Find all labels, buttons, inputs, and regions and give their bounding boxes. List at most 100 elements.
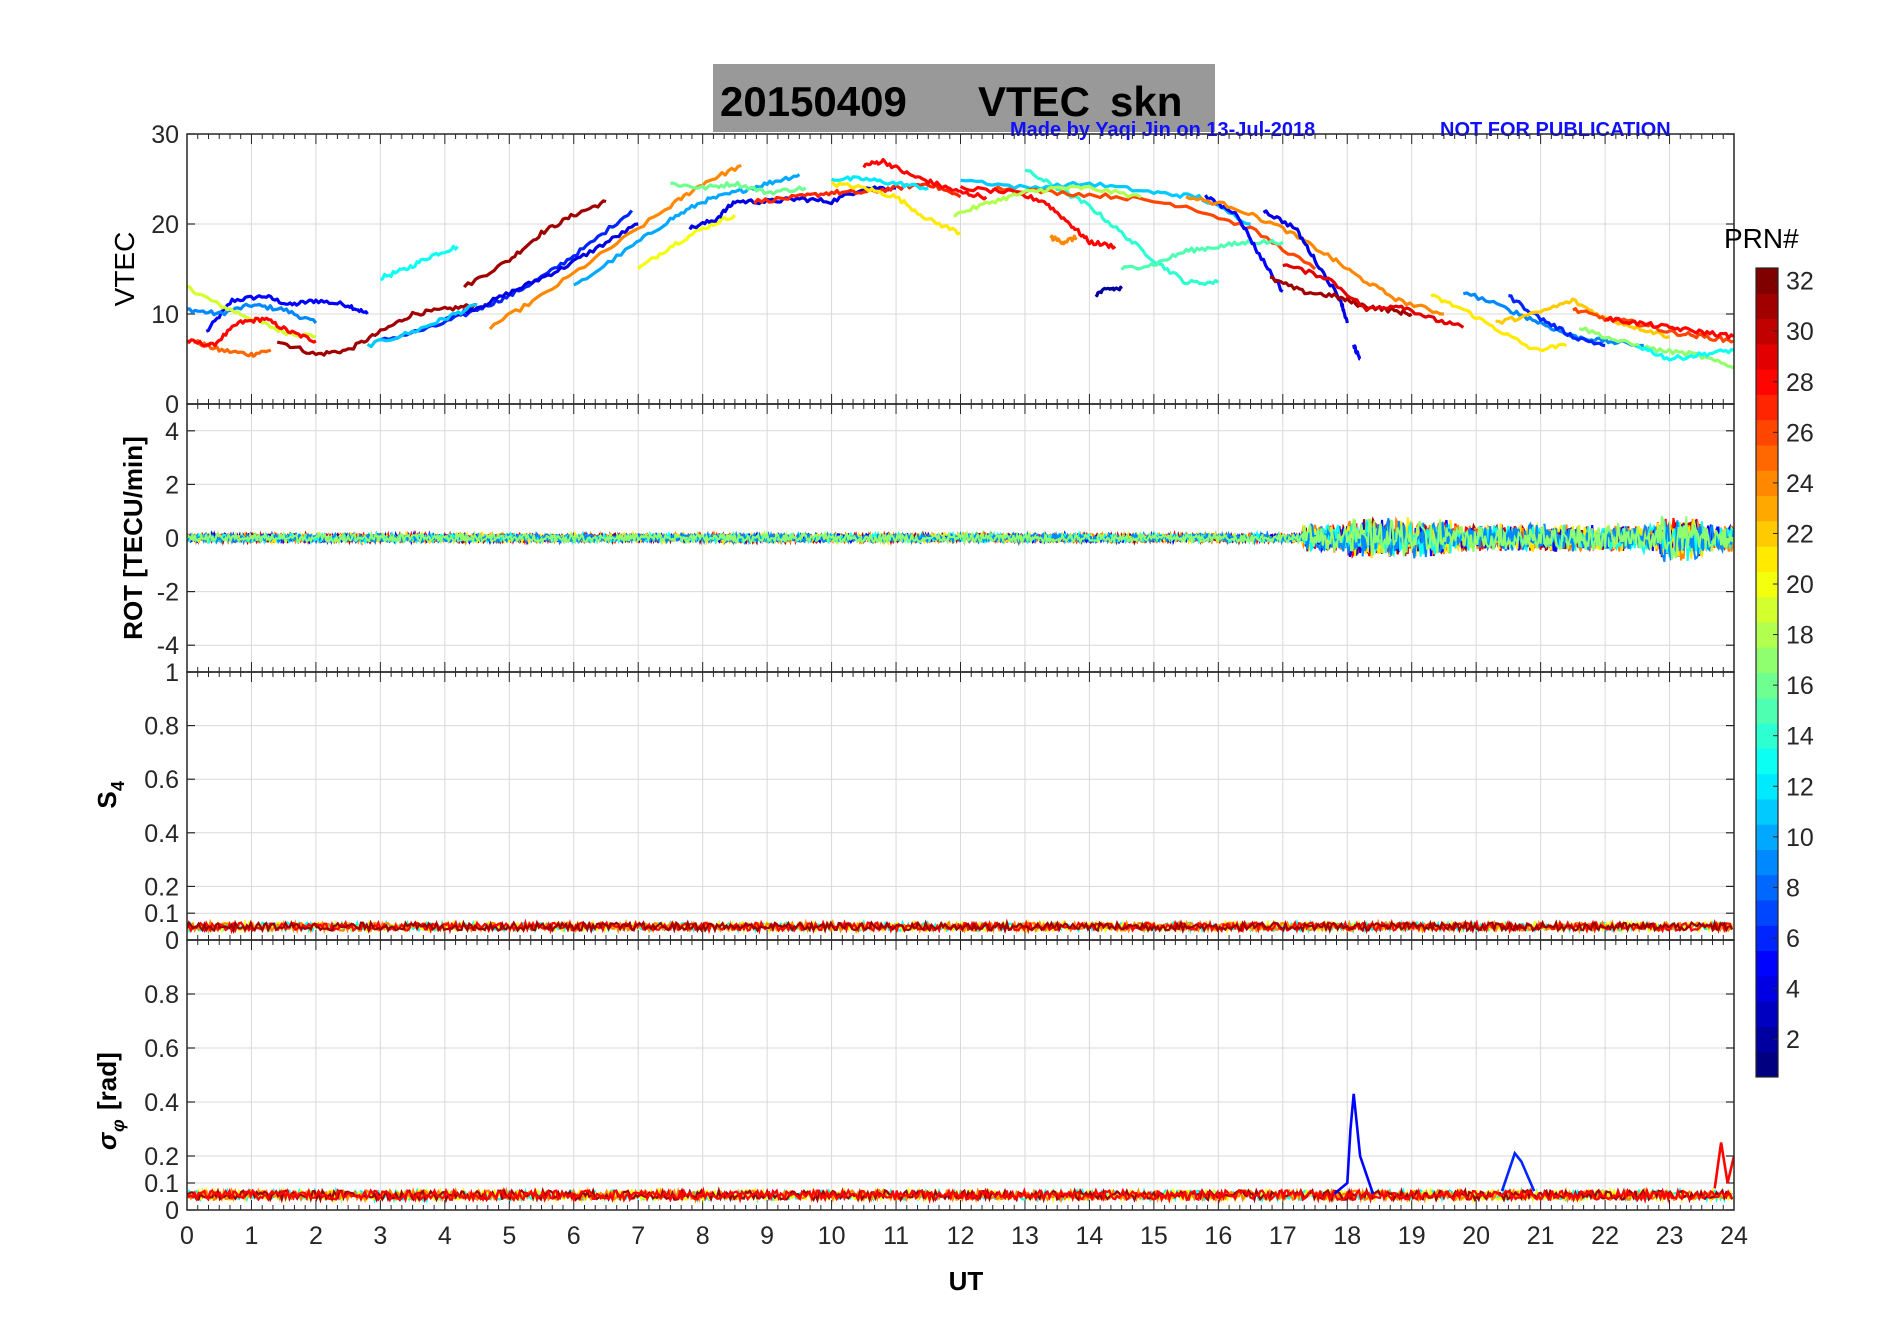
colorbar-swatch	[1756, 697, 1778, 724]
sigma-ylabel: σ φ [rad]	[92, 1052, 128, 1150]
y-tick-label: 0.1	[144, 900, 179, 928]
y-tick-label: 0.1	[144, 1170, 179, 1198]
vtec-series-prn-6	[1508, 294, 1606, 348]
colorbar-swatch	[1756, 268, 1778, 294]
sigma-spike-prn-5	[1333, 1093, 1375, 1195]
x-tick-label: 6	[567, 1222, 581, 1250]
vtec-ylabel: VTEC	[109, 232, 140, 307]
vtec-series-prn-31	[1269, 275, 1413, 317]
colorbar-swatch	[1756, 849, 1778, 876]
vtec-series-prn-5	[205, 294, 369, 333]
sigma-phi-panel: 00.10.20.40.60.80 1 2 3 4 5 6 7 8 9 10 11 12 13 14 15 16…	[144, 939, 1748, 1250]
x-tick-label: 22	[1591, 1222, 1619, 1250]
rot-ylabel: ROT [TECU/min]	[118, 436, 148, 640]
vtec-series-prn-14	[1024, 168, 1220, 287]
x-tick-label: 9	[760, 1222, 774, 1250]
y-tick-label: 2	[165, 471, 179, 499]
y-tick-label: 0	[165, 391, 179, 419]
colorbar-swatch	[1756, 293, 1778, 320]
y-tick-label: 4	[165, 418, 179, 446]
colorbar-swatch	[1756, 672, 1778, 699]
y-tick-label: 0.2	[144, 873, 179, 901]
vtec-series-prn-11	[366, 303, 478, 349]
x-tick-label: 23	[1656, 1222, 1684, 1250]
y-tick-label: 0.4	[144, 820, 179, 848]
series-group	[187, 1093, 1734, 1205]
colorbar-swatch	[1756, 950, 1778, 977]
vtec-series-prn-29	[1282, 263, 1465, 329]
colorbar-tick-label: 14	[1786, 723, 1814, 751]
vtec-series-prn-5	[1204, 194, 1284, 293]
s4-series-prn-31	[187, 918, 1734, 935]
colorbar-swatch	[1756, 318, 1778, 345]
y-tick-label: 0.4	[144, 1089, 179, 1117]
colorbar-swatch	[1756, 470, 1778, 497]
colorbar-label: PRN#	[1724, 223, 1799, 254]
x-tick-label: 13	[1011, 1222, 1039, 1250]
rot-series-prn-17	[187, 515, 1734, 560]
s4-ylabel: S 4	[92, 781, 128, 809]
vtec-series-prn-28	[862, 157, 988, 201]
vtec-series-prn-12	[830, 175, 929, 191]
colorbar-tick-label: 6	[1786, 925, 1800, 953]
colorbar-swatch	[1756, 874, 1778, 901]
colorbar-tick-label: 30	[1786, 318, 1814, 346]
title-box	[713, 64, 1215, 132]
vtec-panel: 0 10 20 30	[151, 121, 1735, 419]
svg-text:S: S	[92, 791, 122, 808]
title-quantity: VTEC	[978, 78, 1090, 125]
colorbar-swatch	[1756, 900, 1778, 926]
x-tick-label: 17	[1269, 1222, 1297, 1250]
vtec-series-prn-27	[753, 182, 962, 205]
colorbar-tick-label: 26	[1786, 419, 1814, 447]
colorbar-swatch	[1756, 647, 1778, 673]
colorbar-swatch	[1756, 419, 1778, 446]
vtec-series-prn-13	[379, 244, 459, 282]
vtec-series-prn-11	[960, 178, 1251, 226]
vtec-series-prn-13	[1636, 345, 1734, 362]
colorbar-swatch	[1756, 520, 1778, 547]
vtec-series-prn-17	[1578, 326, 1734, 370]
x-tick-label: 15	[1140, 1222, 1168, 1250]
axes-frame	[186, 939, 1735, 1211]
sigma-series-prn-28	[187, 1186, 1734, 1205]
vtec-series-prn-10	[573, 173, 801, 287]
x-tick-label: 1	[245, 1222, 259, 1250]
title-station: skn	[1110, 78, 1182, 125]
series-group	[187, 918, 1734, 935]
colorbar-tick-label: 20	[1786, 571, 1814, 599]
y-tick-label: 0.8	[144, 713, 179, 741]
colorbar-tick-label: 22	[1786, 520, 1814, 548]
x-tick-label: 21	[1527, 1222, 1555, 1250]
sigma-spike-prn-6	[1500, 1150, 1536, 1192]
y-tick-label: 20	[151, 211, 179, 239]
credit-made-by: Made by Yaqi Jin on 13-Jul-2018	[1010, 119, 1315, 141]
colorbar-swatch	[1756, 723, 1778, 749]
colorbar-tick-label: 8	[1786, 874, 1800, 902]
svg-text:φ: φ	[108, 1119, 128, 1132]
x-tick-label: 0	[180, 1222, 194, 1250]
colorbar-tick-label: 16	[1786, 672, 1814, 700]
vtec-series-prn-24	[1185, 195, 1444, 316]
colorbar-swatch	[1756, 495, 1778, 522]
vtec-series-prn-16	[670, 180, 807, 196]
rot-panel: -4 -2 0 2 4	[157, 403, 1735, 673]
y-tick-label: -2	[157, 579, 179, 607]
credit-notice: NOT FOR PUBLICATION	[1440, 119, 1671, 141]
vtec-series-prn-9	[187, 302, 318, 324]
colorbar-tick-label: 4	[1786, 976, 1800, 1004]
vtec-series-prn-2	[1094, 285, 1123, 298]
vtec-series-prn-24	[488, 163, 742, 331]
vtec-series-prn-20	[637, 213, 737, 270]
colorbar-swatch	[1756, 748, 1778, 775]
colorbar-swatch	[1756, 824, 1778, 850]
vtec-series-prn-21	[1430, 293, 1567, 353]
x-tick-label: 7	[631, 1222, 645, 1250]
colorbar-swatch	[1756, 773, 1778, 800]
vtec-series-prn-5	[1352, 344, 1362, 361]
y-tick-label: 0	[165, 1197, 179, 1225]
svg-text:[rad]: [rad]	[92, 1052, 122, 1110]
y-tick-label: 10	[151, 301, 179, 329]
colorbar-frame	[1755, 267, 1779, 1078]
sigma-spike-prn-28	[1713, 1142, 1734, 1189]
